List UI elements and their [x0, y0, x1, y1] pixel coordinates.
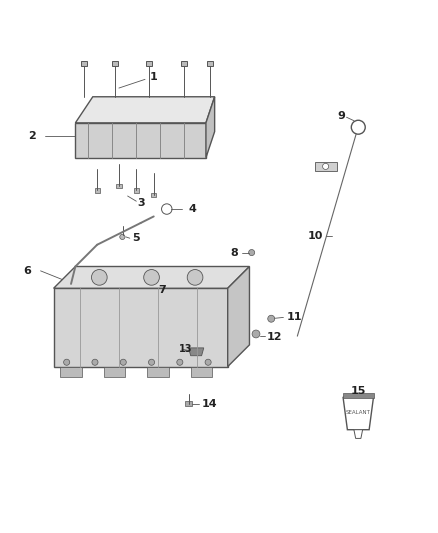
Circle shape [252, 330, 260, 338]
Circle shape [187, 270, 203, 285]
Polygon shape [104, 367, 125, 377]
Text: SEALANT: SEALANT [346, 410, 371, 415]
Polygon shape [75, 97, 215, 123]
Circle shape [64, 359, 70, 365]
Text: 12: 12 [267, 332, 283, 342]
Bar [151, 192, 156, 197]
Polygon shape [147, 367, 169, 377]
Polygon shape [53, 288, 228, 367]
Polygon shape [343, 397, 374, 430]
Bar [185, 401, 191, 406]
Polygon shape [75, 123, 206, 158]
Circle shape [205, 359, 211, 365]
Text: 10: 10 [308, 231, 323, 241]
Text: 3: 3 [137, 198, 145, 208]
Bar [343, 393, 374, 398]
Bar [207, 61, 213, 66]
Circle shape [92, 359, 98, 365]
Polygon shape [53, 266, 250, 288]
Circle shape [268, 315, 275, 322]
Polygon shape [206, 97, 215, 158]
Text: 8: 8 [231, 247, 239, 257]
Circle shape [144, 270, 159, 285]
Circle shape [148, 359, 155, 365]
Circle shape [92, 270, 107, 285]
Circle shape [249, 249, 254, 256]
Polygon shape [188, 348, 204, 356]
Polygon shape [60, 367, 82, 377]
Polygon shape [191, 367, 212, 377]
Circle shape [322, 163, 328, 169]
Text: 4: 4 [188, 204, 196, 214]
Polygon shape [228, 266, 250, 367]
Text: 14: 14 [201, 399, 217, 409]
Circle shape [120, 235, 125, 239]
Bar [181, 61, 187, 66]
Circle shape [61, 281, 81, 300]
Text: 13: 13 [180, 344, 193, 354]
Text: 2: 2 [28, 131, 36, 141]
Polygon shape [354, 430, 363, 439]
Bar [134, 188, 139, 192]
Text: 5: 5 [132, 233, 140, 243]
Text: 9: 9 [337, 111, 345, 122]
Bar [116, 184, 121, 188]
Text: 6: 6 [24, 266, 32, 276]
Circle shape [177, 359, 183, 365]
Text: 15: 15 [350, 385, 366, 395]
Text: 7: 7 [159, 286, 166, 295]
Polygon shape [315, 162, 336, 171]
Text: 1: 1 [150, 72, 158, 82]
Circle shape [120, 359, 126, 365]
Bar [81, 61, 87, 66]
Bar [112, 61, 117, 66]
Bar [95, 188, 100, 192]
Text: 11: 11 [286, 312, 302, 322]
Bar [146, 61, 152, 66]
